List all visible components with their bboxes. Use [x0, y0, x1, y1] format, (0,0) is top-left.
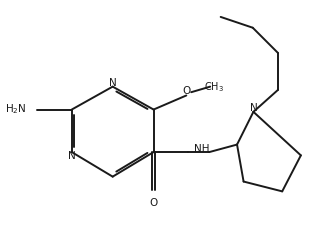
Text: N: N: [249, 103, 257, 113]
Text: O: O: [149, 198, 158, 208]
Text: CH$_3$: CH$_3$: [204, 80, 224, 94]
Text: NH: NH: [194, 144, 209, 154]
Text: O: O: [182, 86, 191, 96]
Text: N: N: [109, 78, 117, 88]
Text: N: N: [68, 151, 75, 161]
Text: H$_2$N: H$_2$N: [5, 103, 27, 116]
